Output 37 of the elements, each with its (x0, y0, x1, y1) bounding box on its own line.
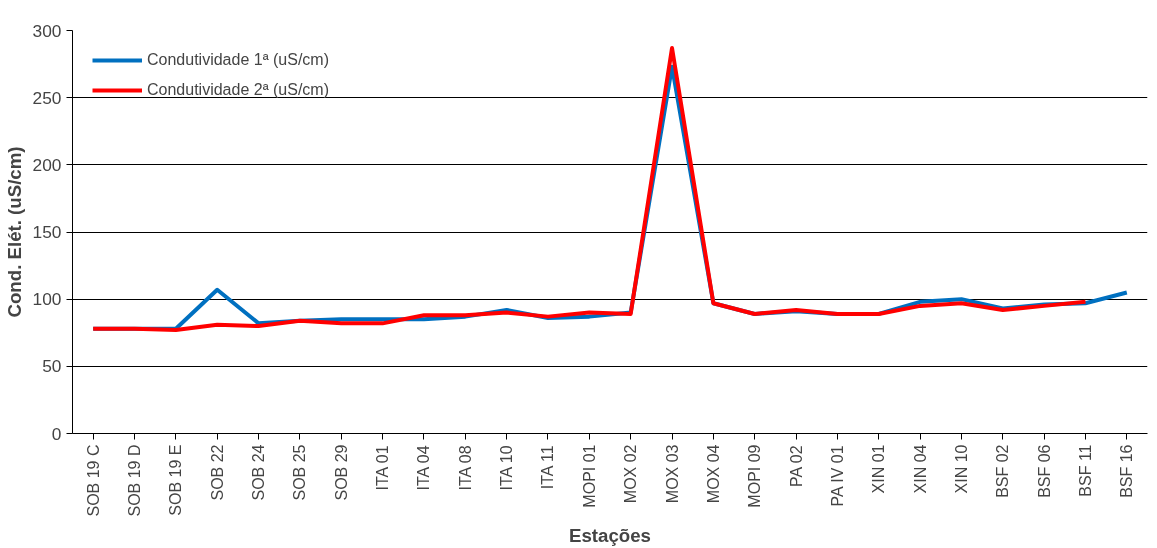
x-tick-label: XIN 04 (911, 444, 929, 494)
x-tick-label: SOB 25 (291, 444, 309, 501)
x-tick-label: SOB 19 D (126, 444, 144, 517)
x-axis-title: Estações (569, 524, 651, 546)
x-tick-label: BSF 11 (1076, 444, 1094, 497)
x-tick-label: BSF 06 (1035, 444, 1053, 498)
x-tick-label: XIN 10 (952, 444, 970, 494)
x-tick-label: BSF 16 (1118, 444, 1136, 498)
x-tick-label: SOB 29 (332, 444, 350, 501)
x-tick-label: ITA 10 (498, 445, 516, 491)
x-tick-label: SOB 19 E (167, 444, 185, 516)
y-axis-title: Cond. Elét. (uS/cm) (3, 146, 25, 318)
x-tick-label: SOB 19 C (84, 444, 102, 517)
x-tick-label: BSF 02 (994, 444, 1012, 498)
x-tick-label: MOX 02 (622, 444, 640, 504)
y-tick-label: 300 (32, 20, 62, 41)
x-tick-label: XIN 01 (870, 444, 888, 494)
x-tick-label: MOPI 09 (746, 444, 764, 508)
x-tick-label: ITA 11 (539, 445, 557, 490)
x-tick-label: SOB 24 (250, 444, 268, 501)
x-tick-label: ITA 08 (456, 445, 474, 491)
y-tick-label: 250 (32, 87, 62, 108)
x-tick-label: ITA 04 (415, 445, 433, 491)
y-tick-label: 50 (42, 356, 62, 377)
legend-label: Condutividade 1ª (uS/cm) (147, 51, 330, 69)
y-tick-label: 200 (32, 154, 62, 175)
y-tick-label: 100 (32, 289, 62, 310)
x-tick-label: ITA 01 (374, 445, 392, 491)
x-tick-label: MOX 03 (663, 444, 681, 504)
x-tick-label: PA 02 (787, 445, 805, 487)
x-tick-label: SOB 22 (208, 444, 226, 501)
y-tick-label: 150 (32, 222, 62, 242)
x-tick-label: PA IV 01 (828, 445, 846, 507)
legend-label: Condutividade 2ª (uS/cm) (147, 81, 330, 99)
x-tick-label: MOPI 01 (580, 444, 598, 508)
y-tick-label: 0 (51, 423, 62, 444)
x-tick-label: MOX 04 (704, 444, 722, 504)
